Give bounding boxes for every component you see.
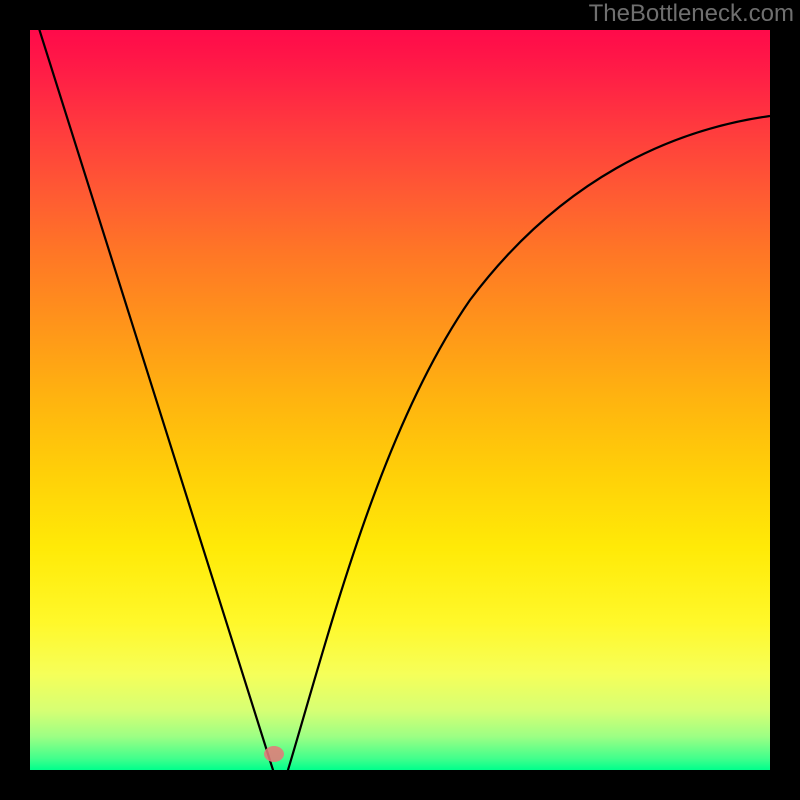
gradient-background	[30, 30, 770, 770]
plot-svg	[30, 30, 770, 770]
watermark-text: TheBottleneck.com	[589, 0, 794, 28]
plot-area	[30, 30, 770, 770]
chart-container: TheBottleneck.com	[0, 0, 800, 800]
